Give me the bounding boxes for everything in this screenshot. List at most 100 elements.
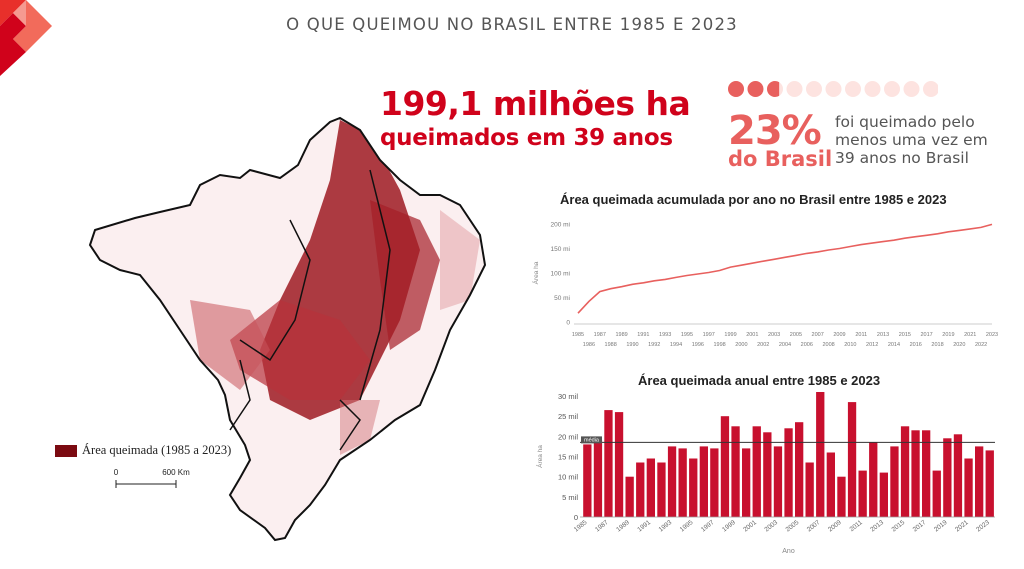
x-tick-label: 1993 (658, 519, 674, 534)
dot (864, 81, 881, 97)
bar (763, 432, 772, 517)
x-tick-label: 2006 (801, 342, 813, 348)
x-tick-label: 2013 (869, 519, 885, 534)
x-tick-label: 2004 (779, 342, 791, 348)
x-tick-label: 2017 (921, 332, 933, 338)
dot-filled (767, 81, 780, 97)
x-tick-label: 1995 (679, 519, 695, 534)
series-line (577, 223, 993, 314)
bar (932, 470, 941, 517)
percent-block: 23% do Brasil (728, 110, 832, 170)
x-tick-label: 2011 (855, 332, 867, 338)
bar (773, 446, 783, 517)
x-tick-label: 2007 (812, 332, 824, 338)
x-tick-label: 1988 (605, 342, 617, 348)
x-tick-label: 2007 (806, 519, 822, 534)
x-tick-label: 1992 (648, 342, 660, 348)
headline-total: 199,1 milhões ha (380, 84, 691, 123)
x-tick-label: 2009 (833, 332, 845, 338)
dot (825, 81, 842, 97)
bar (742, 448, 751, 517)
map-scale-bar: 0 600 Km (114, 468, 190, 488)
dot (884, 81, 900, 97)
bar (922, 430, 931, 517)
y-tick-label: 100 mi (550, 271, 570, 278)
brazil-burn-map (89, 117, 486, 541)
x-tick-label: 1991 (636, 519, 652, 534)
x-axis-label: Ano (782, 548, 795, 555)
bar (964, 458, 973, 517)
x-tick-label: 2017 (912, 519, 928, 534)
y-tick-label: 30 mil (558, 392, 578, 401)
x-tick-label: 2000 (735, 342, 747, 348)
bar (636, 462, 645, 517)
y-tick-label: 10 mil (558, 473, 578, 482)
bar (890, 446, 899, 517)
bar (614, 412, 624, 517)
y-axis-label: Área ha (535, 445, 544, 468)
x-tick-label: 1995 (681, 332, 693, 338)
annual-bar-chart: 0 5 mil 10 mil 15 mil 20 mil 25 mil 30 mil Área… (535, 392, 995, 555)
x-tick-label: 2022 (975, 342, 987, 348)
dot (923, 81, 938, 97)
y-tick-label: 200 mi (550, 222, 570, 229)
x-tick-label: 2005 (790, 332, 802, 338)
x-tick-label: 1997 (703, 332, 715, 338)
x-tick-label: 2003 (768, 332, 780, 338)
bar (826, 452, 835, 517)
bar (943, 438, 952, 517)
scale-min: 0 (114, 468, 119, 477)
x-tick-label: 2013 (877, 332, 889, 338)
bar (752, 426, 761, 518)
x-tick-label: 2016 (910, 342, 922, 348)
x-tick-label: 1999 (721, 519, 737, 534)
bar (784, 428, 793, 517)
bar (646, 458, 655, 517)
bar (731, 426, 740, 518)
percentage-dots (728, 81, 938, 97)
line-chart-title: Área queimada acumulada por ano no Brasi… (560, 192, 947, 207)
bar (720, 416, 730, 517)
bar (900, 426, 910, 518)
headline-subtitle: queimados em 39 anos (380, 125, 673, 151)
y-tick-label: 5 mil (562, 493, 578, 502)
x-tick-label: 2020 (953, 342, 965, 348)
percent-value: 23% (728, 108, 822, 154)
bar (911, 430, 920, 517)
x-tick-label: 1996 (692, 342, 704, 348)
x-tick-label: 2021 (954, 519, 970, 534)
dot-filled (747, 81, 764, 97)
bar (805, 462, 814, 517)
x-tick-label: 1990 (626, 342, 638, 348)
x-tick-label: 1985 (572, 332, 584, 338)
x-tick-label: 1994 (670, 342, 682, 348)
bar (837, 476, 846, 517)
bar (975, 446, 984, 517)
bar (710, 448, 719, 517)
bar (689, 458, 698, 517)
dot (845, 81, 861, 97)
x-tick-label: 1993 (659, 332, 671, 338)
y-tick-label: 15 mil (558, 453, 578, 462)
x-tick-label: 1987 (594, 332, 606, 338)
x-tick-label: 2003 (763, 519, 779, 534)
bar (657, 462, 666, 517)
dot (806, 81, 822, 97)
x-tick-label: 2010 (844, 342, 856, 348)
x-tick-label: 2001 (746, 332, 758, 338)
x-tick-label: 2019 (933, 519, 949, 534)
y-axis-label: Área ha (531, 261, 540, 284)
dot (786, 81, 803, 97)
bar (625, 476, 634, 517)
bar (847, 402, 857, 517)
x-tick-label: 1998 (714, 342, 726, 348)
x-tick-label: 2019 (942, 332, 954, 338)
x-tick-label: 1989 (615, 519, 631, 534)
x-tick-label: 2015 (899, 332, 911, 338)
legend-swatch (55, 444, 77, 457)
x-tick-label: 2023 (975, 519, 991, 534)
x-tick-label: 1987 (594, 519, 610, 534)
bar (879, 472, 888, 517)
x-tick-label: 2018 (931, 342, 943, 348)
y-tick-label: 50 mi (554, 295, 570, 302)
